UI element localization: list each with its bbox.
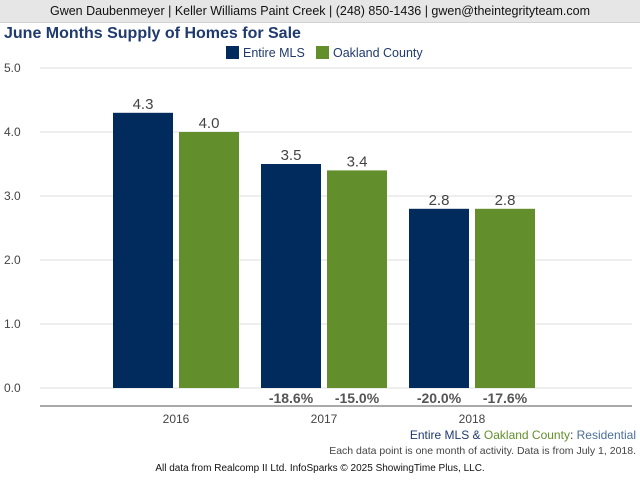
bar-oakland-county-2018 [475,208,535,388]
legend-swatch [226,46,239,59]
change-label: -20.0% [417,390,462,406]
legend-swatch [316,46,329,59]
legend-label: Entire MLS [243,46,305,60]
value-label: 4.0 [199,115,220,132]
contact-header: Gwen Daubenmeyer | Keller Williams Paint… [0,0,640,23]
value-label: 4.3 [133,96,154,113]
x-tick-label: 2017 [311,412,338,426]
footer-series-colon: : [569,428,577,442]
change-label: -17.6% [483,390,528,406]
chart-title: June Months Supply of Homes for Sale [4,25,301,42]
footer-series-line: Entire MLS & Oakland County: Residential [410,428,636,442]
bar-entire-mls-2018 [409,208,469,388]
bar-oakland-county-2016 [179,132,239,388]
footer-series-amp: & [469,428,484,442]
change-label: -15.0% [335,390,380,406]
bar-entire-mls-2017 [261,164,321,388]
value-label: 3.4 [347,153,368,170]
value-label: 3.5 [281,147,302,164]
y-tick-label: 4.0 [4,125,21,139]
y-tick-label: 5.0 [4,61,21,75]
bar-entire-mls-2016 [113,112,173,389]
footer-series-type: Residential [576,428,636,442]
y-tick-label: 3.0 [4,189,21,203]
y-tick-label: 2.0 [4,253,21,267]
y-tick-label: 1.0 [4,317,21,331]
footer-series-oakland: Oakland County [483,428,570,442]
footer-series-entire: Entire MLS [409,428,470,442]
change-label: -18.6% [269,390,314,406]
y-tick-label: 0.0 [4,381,21,395]
value-label: 2.8 [429,192,450,209]
footer-note: Each data point is one month of activity… [329,445,636,457]
value-label: 2.8 [495,192,516,209]
x-tick-label: 2018 [459,412,486,426]
legend-label: Oakland County [333,46,423,60]
bar-oakland-county-2017 [327,170,387,388]
x-tick-label: 2016 [163,412,190,426]
footer-source: All data from Realcomp II Ltd. InfoSpark… [155,463,485,474]
